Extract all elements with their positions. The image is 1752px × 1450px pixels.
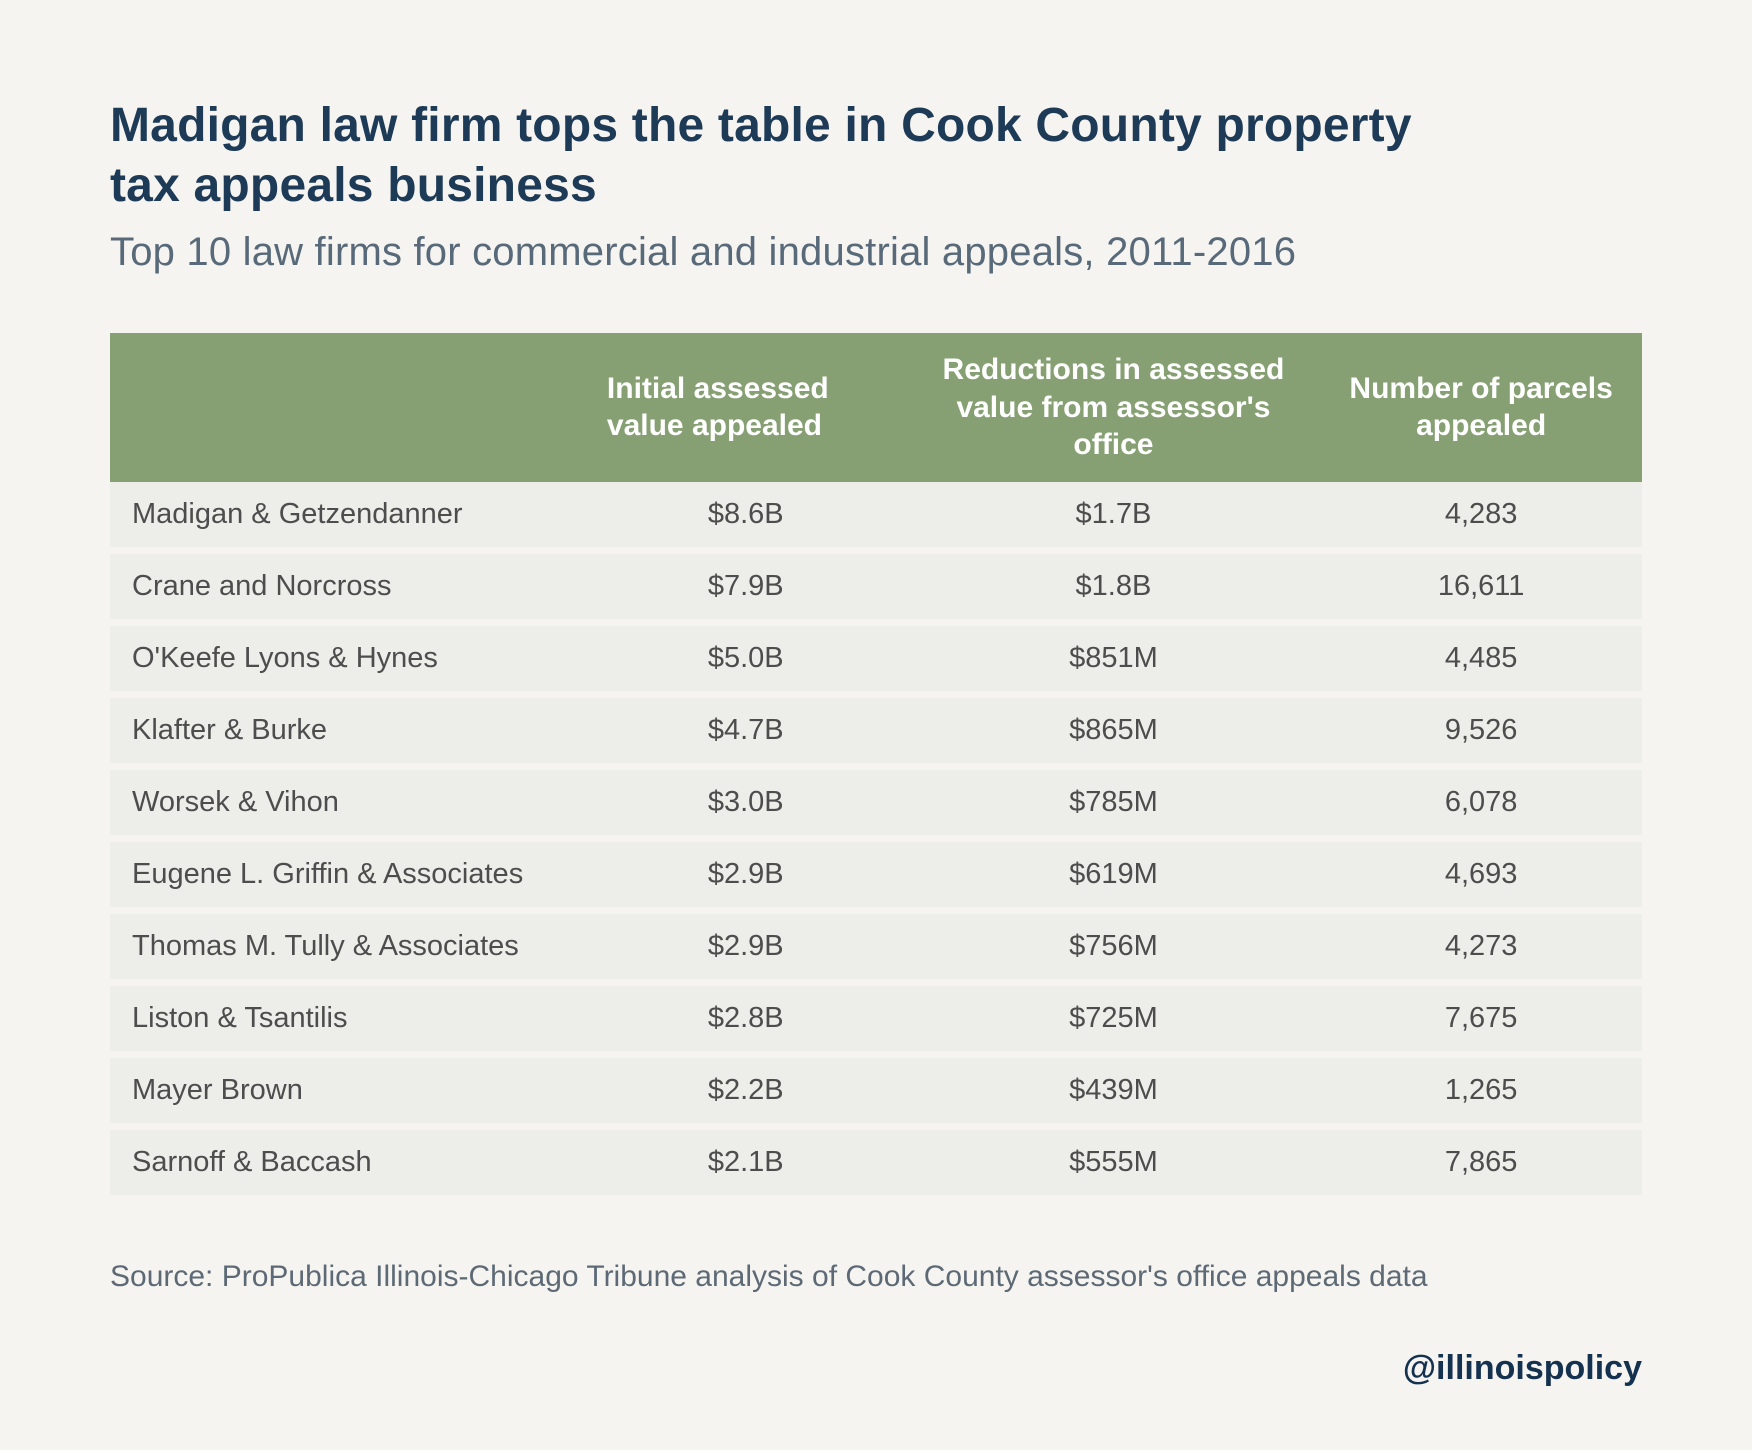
col-header-initial: Initial assessed value appealed [585, 333, 907, 482]
cell-firm: Madigan & Getzendanner [110, 482, 585, 551]
cell-firm: Thomas M. Tully & Associates [110, 910, 585, 982]
cell-initial: $2.8B [585, 982, 907, 1054]
table-row: Eugene L. Griffin & Associates $2.9B $61… [110, 838, 1642, 910]
cell-parcels: 4,485 [1320, 622, 1642, 694]
title: Madigan law firm tops the table in Cook … [110, 96, 1460, 216]
cell-initial: $2.9B [585, 838, 907, 910]
cell-parcels: 4,283 [1320, 482, 1642, 551]
cell-reductions: $1.8B [907, 550, 1321, 622]
cell-parcels: 1,265 [1320, 1054, 1642, 1126]
table-row: Thomas M. Tully & Associates $2.9B $756M… [110, 910, 1642, 982]
cell-reductions: $756M [907, 910, 1321, 982]
table-body: Madigan & Getzendanner $8.6B $1.7B 4,283… [110, 482, 1642, 1199]
cell-initial: $4.7B [585, 694, 907, 766]
table-row: Worsek & Vihon $3.0B $785M 6,078 [110, 766, 1642, 838]
cell-firm: Mayer Brown [110, 1054, 585, 1126]
table-row: Sarnoff & Baccash $2.1B $555M 7,865 [110, 1126, 1642, 1198]
col-header-parcels: Number of parcels appealed [1320, 333, 1642, 482]
cell-firm: Liston & Tsantilis [110, 982, 585, 1054]
cell-reductions: $439M [907, 1054, 1321, 1126]
cell-initial: $5.0B [585, 622, 907, 694]
cell-reductions: $785M [907, 766, 1321, 838]
cell-parcels: 4,273 [1320, 910, 1642, 982]
col-header-reductions: Reductions in assessed value from assess… [907, 333, 1321, 482]
table-header-row: Initial assessed value appealed Reductio… [110, 333, 1642, 482]
cell-initial: $7.9B [585, 550, 907, 622]
cell-parcels: 7,865 [1320, 1126, 1642, 1198]
cell-initial: $3.0B [585, 766, 907, 838]
source-line: Source: ProPublica Illinois-Chicago Trib… [110, 1260, 1642, 1294]
infographic-card: Madigan law firm tops the table in Cook … [0, 0, 1752, 1450]
cell-firm: Eugene L. Griffin & Associates [110, 838, 585, 910]
cell-parcels: 9,526 [1320, 694, 1642, 766]
cell-parcels: 6,078 [1320, 766, 1642, 838]
cell-initial: $8.6B [585, 482, 907, 551]
law-firm-table: Initial assessed value appealed Reductio… [110, 333, 1642, 1202]
cell-firm: Sarnoff & Baccash [110, 1126, 585, 1198]
col-header-firm [110, 333, 585, 482]
cell-reductions: $555M [907, 1126, 1321, 1198]
cell-firm: O'Keefe Lyons & Hynes [110, 622, 585, 694]
subtitle: Top 10 law firms for commercial and indu… [110, 230, 1642, 275]
handle: @illinoispolicy [1403, 1349, 1642, 1388]
cell-reductions: $725M [907, 982, 1321, 1054]
cell-initial: $2.9B [585, 910, 907, 982]
cell-parcels: 7,675 [1320, 982, 1642, 1054]
cell-reductions: $619M [907, 838, 1321, 910]
table-row: Liston & Tsantilis $2.8B $725M 7,675 [110, 982, 1642, 1054]
table-row: O'Keefe Lyons & Hynes $5.0B $851M 4,485 [110, 622, 1642, 694]
cell-reductions: $1.7B [907, 482, 1321, 551]
cell-reductions: $865M [907, 694, 1321, 766]
cell-firm: Klafter & Burke [110, 694, 585, 766]
cell-firm: Crane and Norcross [110, 550, 585, 622]
table-row: Madigan & Getzendanner $8.6B $1.7B 4,283 [110, 482, 1642, 551]
table-row: Klafter & Burke $4.7B $865M 9,526 [110, 694, 1642, 766]
table-row: Mayer Brown $2.2B $439M 1,265 [110, 1054, 1642, 1126]
cell-parcels: 4,693 [1320, 838, 1642, 910]
cell-parcels: 16,611 [1320, 550, 1642, 622]
table-row: Crane and Norcross $7.9B $1.8B 16,611 [110, 550, 1642, 622]
cell-reductions: $851M [907, 622, 1321, 694]
cell-firm: Worsek & Vihon [110, 766, 585, 838]
cell-initial: $2.2B [585, 1054, 907, 1126]
cell-initial: $2.1B [585, 1126, 907, 1198]
